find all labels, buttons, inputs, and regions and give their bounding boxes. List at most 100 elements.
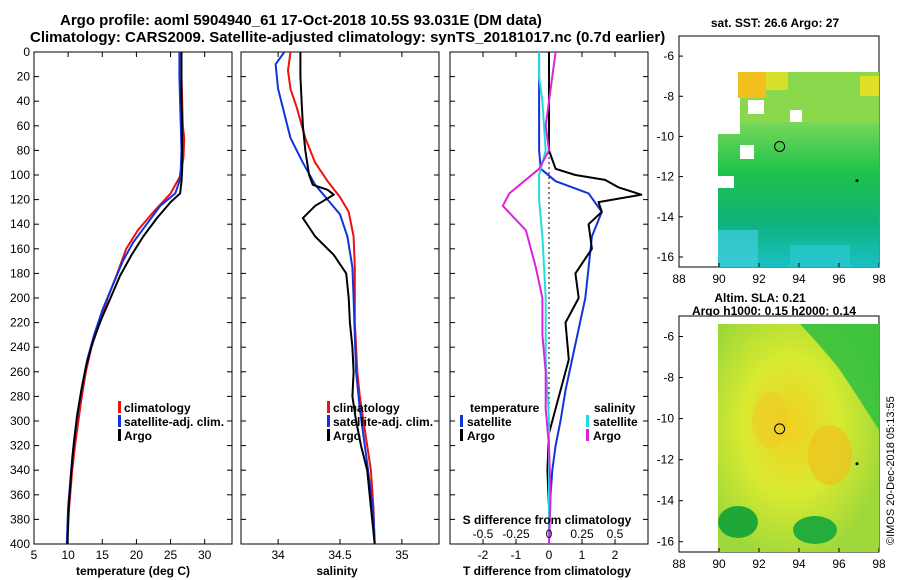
sst-gap (748, 100, 764, 114)
series-line-climatology (287, 52, 376, 544)
x-tick-label: 15 (96, 548, 110, 562)
map-y-tick-label: -10 (657, 412, 675, 426)
salinity-x-axis: 34 34.5 35 (271, 52, 409, 562)
map-y-tick-label: -8 (663, 371, 674, 385)
x-tick-label: 5 (31, 548, 38, 562)
depth-tick-label: 0 (23, 45, 30, 59)
map-x-tick-label: 96 (832, 272, 846, 286)
depth-tick-label: 300 (10, 414, 30, 428)
sst-warm-patch-2 (766, 72, 788, 90)
temperature-x-axis: 5 10 15 20 25 30 (31, 52, 212, 562)
depth-tick-label: 360 (10, 488, 30, 502)
depth-tick-label: 160 (10, 242, 30, 256)
legend-s-argo-label: Argo (593, 429, 621, 443)
x-tick-label: 10 (61, 548, 75, 562)
legend-t-satellite-label: satellite (467, 415, 512, 429)
map-x-tick-label: 94 (792, 557, 806, 571)
series-line-s-argo (501, 52, 557, 544)
map-x-tick-label: 96 (832, 557, 846, 571)
x-tick-label: 34.5 (328, 548, 352, 562)
sst-map-axes: 88 90 92 94 96 98 -6 -8 -10 -12 -14 -16 (657, 49, 886, 286)
depth-axis: 0 20 40 60 80 100 120 140 160 180 200 220 240 260 280 3… (10, 45, 232, 551)
sla-low-southwest (718, 506, 758, 538)
legend-s-satellite-swatch (586, 415, 589, 427)
map-y-tick-label: -6 (663, 330, 674, 344)
map-y-tick-label: -6 (663, 49, 674, 63)
title-line-1: Argo profile: aoml 5904940_61 17-Oct-201… (60, 12, 542, 29)
sst-gap (718, 120, 740, 134)
legend-argo-swatch (327, 429, 330, 441)
sla-map-title-2: Argo h1000: 0.15 h2000: 0.14 (692, 304, 856, 318)
depth-tick-label: 320 (10, 439, 30, 453)
legend-t-argo-swatch (460, 429, 463, 441)
legend-satellite-label: satellite-adj. clim. (124, 415, 224, 429)
sst-cool-patch-2 (790, 245, 850, 267)
s-difference-tick-label: 0.25 (570, 527, 594, 541)
map-x-tick-label: 98 (872, 272, 886, 286)
legend-satellite-swatch (327, 415, 330, 427)
salinity-series (274, 52, 376, 544)
map-y-tick-label: -16 (657, 535, 675, 549)
map-y-tick-label: -8 (663, 89, 674, 103)
s-difference-tick-label: 0.5 (607, 527, 624, 541)
map-y-tick-label: -12 (657, 453, 675, 467)
sst-warm-patch-3 (860, 76, 879, 96)
legend-climatology-label: climatology (333, 401, 400, 415)
series-line-s-satellite (538, 52, 550, 544)
sst-gap (790, 110, 802, 122)
depth-tick-label: 380 (10, 512, 30, 526)
depth-tick-label: 280 (10, 389, 30, 403)
depth-tick-label: 180 (10, 266, 30, 280)
map-x-tick-label: 98 (872, 557, 886, 571)
difference-legend: temperature satellite Argo salinity sate… (460, 401, 638, 443)
temperature-x-label: temperature (deg C) (76, 564, 190, 578)
legend-s-satellite-label: satellite (593, 415, 638, 429)
argo-location-marker (774, 140, 786, 152)
map-y-tick-label: -16 (657, 250, 675, 264)
legend-argo-label: Argo (124, 429, 152, 443)
series-line-argo (299, 52, 376, 544)
sla-map: Altim. SLA: 0.21 Argo h1000: 0.15 h2000:… (657, 291, 886, 571)
legend-satellite-swatch (118, 415, 121, 427)
s-difference-tick-label: -0.25 (502, 527, 530, 541)
salinity-x-label: salinity (316, 564, 358, 578)
sst-map-title: sat. SST: 26.6 Argo: 27 (711, 16, 840, 30)
depth-tick-label: 100 (10, 168, 30, 182)
map-x-tick-label: 92 (752, 557, 766, 571)
sla-high-east (808, 425, 852, 485)
s-difference-tick-labels: -0.5 -0.25 0 0.25 0.5 (473, 527, 624, 541)
map-y-tick-label: -14 (657, 494, 675, 508)
depth-tick-label: 40 (17, 94, 31, 108)
series-line-argo (66, 52, 184, 544)
sla-high-center (752, 392, 788, 448)
x-tick-label: 25 (164, 548, 178, 562)
legend-salinity-title: salinity (594, 401, 636, 415)
legend-satellite-label: satellite-adj. clim. (333, 415, 433, 429)
series-line-t-argo (546, 52, 643, 544)
legend-t-satellite-swatch (460, 415, 463, 427)
sst-gap (718, 176, 734, 188)
legend-argo-swatch (118, 429, 121, 441)
salinity-depth-ticks (241, 51, 439, 545)
legend-temperature-title: temperature (470, 401, 540, 415)
map-y-tick-label: -12 (657, 170, 675, 184)
x-tick-label: 34 (271, 548, 285, 562)
x-tick-label: 0 (546, 548, 553, 562)
difference-depth-ticks (450, 51, 648, 545)
difference-panel: -2 -1 0 1 2 temperature satellite Argo salin… (449, 51, 649, 578)
map-x-tick-label: 88 (672, 557, 686, 571)
sla-map-title-1: Altim. SLA: 0.21 (714, 291, 806, 305)
float-dot-marker (855, 179, 859, 183)
legend-climatology-swatch (118, 401, 121, 413)
map-x-tick-label: 92 (752, 272, 766, 286)
sst-cool-patch (718, 230, 758, 267)
depth-tick-label: 20 (17, 70, 31, 84)
depth-tick-label: 140 (10, 217, 30, 231)
temperature-panel: 0 20 40 60 80 100 120 140 160 180 200 220 240 260 280 3… (10, 45, 233, 578)
salinity-legend: climatology satellite-adj. clim. Argo (327, 401, 433, 443)
t-difference-x-label: T difference from climatology (463, 564, 631, 578)
x-tick-label: 35 (395, 548, 409, 562)
depth-tick-label: 340 (10, 463, 30, 477)
map-y-tick-label: -10 (657, 129, 675, 143)
